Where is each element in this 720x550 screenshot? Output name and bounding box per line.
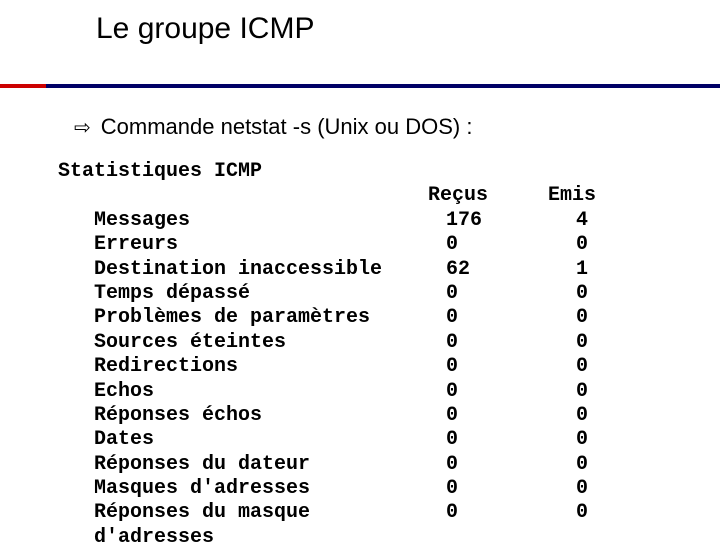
bullet-item: ⇨ Commande netstat -s (Unix ou DOS) : xyxy=(74,114,720,140)
stats-row-received: 0 xyxy=(428,282,548,306)
stats-row-emitted: 4 xyxy=(548,209,648,233)
stats-row-received: 0 xyxy=(428,404,548,428)
stats-row-label: Destination inaccessible xyxy=(58,258,428,282)
stats-block: Statistiques ICMP Reçus Emis Messages176… xyxy=(58,160,680,550)
stats-row-emitted: 0 xyxy=(548,501,648,550)
stats-row-emitted: 0 xyxy=(548,453,648,477)
stats-row: Destination inaccessible621 xyxy=(58,258,680,282)
stats-row-emitted: 0 xyxy=(548,355,648,379)
stats-row-label: Echos xyxy=(58,380,428,404)
stats-row-label: Temps dépassé xyxy=(58,282,428,306)
stats-row: Réponses du dateur00 xyxy=(58,453,680,477)
stats-row-label: Sources éteintes xyxy=(58,331,428,355)
stats-row: Masques d'adresses00 xyxy=(58,477,680,501)
stats-row-emitted: 0 xyxy=(548,331,648,355)
stats-row-received: 0 xyxy=(428,355,548,379)
stats-row-label: Réponses du masque d'adresses xyxy=(58,501,428,550)
col-header-received: Reçus xyxy=(428,184,548,208)
stats-row-label: Masques d'adresses xyxy=(58,477,428,501)
col-spacer xyxy=(58,184,428,208)
stats-row-label: Réponses du dateur xyxy=(58,453,428,477)
stats-row-received: 62 xyxy=(428,258,548,282)
stats-row-emitted: 0 xyxy=(548,428,648,452)
underline-navy-segment xyxy=(46,84,720,88)
stats-row-emitted: 0 xyxy=(548,477,648,501)
stats-row-emitted: 0 xyxy=(548,282,648,306)
slide-container: Le groupe ICMP ⇨ Commande netstat -s (Un… xyxy=(0,0,720,550)
underline-red-segment xyxy=(0,84,46,88)
stats-row-label: Messages xyxy=(58,209,428,233)
stats-row: Sources éteintes00 xyxy=(58,331,680,355)
col-header-emitted: Emis xyxy=(548,184,648,208)
stats-row-emitted: 0 xyxy=(548,233,648,257)
stats-row-emitted: 1 xyxy=(548,258,648,282)
stats-rows: Messages1764Erreurs00Destination inacces… xyxy=(58,209,680,550)
stats-row-received: 0 xyxy=(428,477,548,501)
stats-row-received: 0 xyxy=(428,428,548,452)
stats-row-label: Dates xyxy=(58,428,428,452)
stats-header: Statistiques ICMP xyxy=(58,160,680,184)
stats-row-emitted: 0 xyxy=(548,306,648,330)
stats-row: Réponses échos00 xyxy=(58,404,680,428)
slide-title: Le groupe ICMP xyxy=(96,12,720,46)
bullet-text: Commande netstat -s (Unix ou DOS) : xyxy=(101,114,473,140)
stats-row-emitted: 0 xyxy=(548,380,648,404)
stats-row: Problèmes de paramètres00 xyxy=(58,306,680,330)
stats-row: Redirections00 xyxy=(58,355,680,379)
arrow-bullet-icon: ⇨ xyxy=(74,118,91,138)
stats-row: Echos00 xyxy=(58,380,680,404)
stats-row-received: 0 xyxy=(428,331,548,355)
stats-row-received: 0 xyxy=(428,306,548,330)
stats-column-headers: Reçus Emis xyxy=(58,184,680,208)
stats-row: Erreurs00 xyxy=(58,233,680,257)
stats-row-label: Réponses échos xyxy=(58,404,428,428)
stats-row-emitted: 0 xyxy=(548,404,648,428)
title-underline xyxy=(0,84,720,88)
stats-row-received: 0 xyxy=(428,233,548,257)
stats-row-received: 0 xyxy=(428,501,548,550)
stats-row: Temps dépassé00 xyxy=(58,282,680,306)
stats-row-label: Erreurs xyxy=(58,233,428,257)
stats-row-received: 0 xyxy=(428,453,548,477)
stats-row-label: Problèmes de paramètres xyxy=(58,306,428,330)
stats-row: Messages1764 xyxy=(58,209,680,233)
stats-row-received: 0 xyxy=(428,380,548,404)
stats-row-received: 176 xyxy=(428,209,548,233)
stats-row: Dates00 xyxy=(58,428,680,452)
stats-row: Réponses du masque d'adresses00 xyxy=(58,501,680,550)
stats-row-label: Redirections xyxy=(58,355,428,379)
